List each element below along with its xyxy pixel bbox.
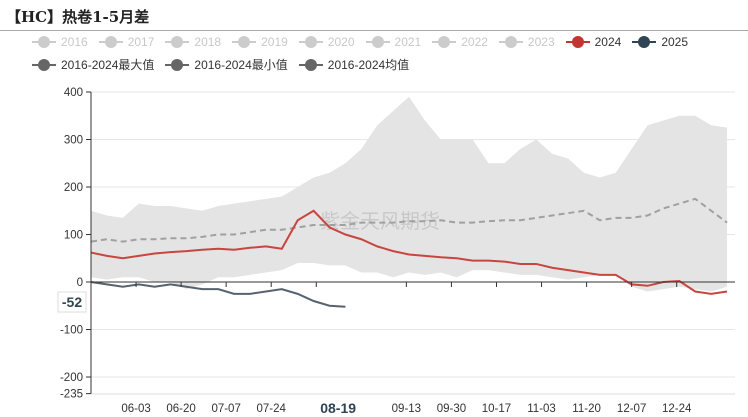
legend-marker-icon bbox=[98, 36, 123, 48]
legend-label: 2018 bbox=[194, 35, 222, 49]
legend-label: 2022 bbox=[461, 35, 488, 49]
legend-marker-icon bbox=[298, 36, 323, 48]
legend-item-2023[interactable]: 2023 bbox=[498, 35, 555, 49]
legend-label: 2023 bbox=[527, 35, 555, 49]
legend-label: 2016-2024最小值 bbox=[194, 58, 288, 72]
x-tick-label: 09-30 bbox=[437, 403, 466, 415]
legend-label: 2016-2024均值 bbox=[327, 58, 410, 72]
series-line-2016-2024均值 bbox=[90, 197, 728, 243]
y-tick-label: 0 bbox=[77, 277, 83, 289]
legend-marker-icon bbox=[498, 36, 523, 48]
series-line-2025 bbox=[90, 281, 346, 308]
legend-label: 2016 bbox=[61, 35, 88, 49]
x-tick-label: 06-20 bbox=[166, 403, 195, 415]
legend-marker-icon bbox=[632, 36, 657, 48]
legend-marker-icon bbox=[32, 58, 56, 71]
title-divider bbox=[0, 30, 748, 31]
x-tick-label: 11-20 bbox=[572, 403, 601, 415]
x-tick-label: 12-07 bbox=[617, 403, 646, 415]
crosshair-x-label: 08-19 bbox=[320, 400, 356, 416]
legend-item-2016-2024均值[interactable]: 2016-2024均值 bbox=[298, 56, 410, 73]
legend-marker-icon bbox=[298, 58, 323, 71]
x-tick-label: 06-03 bbox=[121, 403, 150, 415]
legend-marker-icon bbox=[565, 36, 590, 48]
y-tick-label: 400 bbox=[64, 87, 83, 99]
legend-item-2017[interactable]: 2017 bbox=[98, 35, 155, 49]
legend-item-2019[interactable]: 2019 bbox=[232, 35, 288, 49]
legend-label: 2019 bbox=[261, 35, 288, 49]
legend-item-2018[interactable]: 2018 bbox=[165, 35, 221, 49]
y-tick-label: 300 bbox=[64, 135, 83, 147]
legend-label: 2024 bbox=[594, 35, 622, 49]
x-tick-label: 12-24 bbox=[662, 403, 692, 415]
legend-row-2: 2016-2024最大值 2016-2024最小值 2016-2024均值 bbox=[32, 56, 420, 73]
legend-label: 2025 bbox=[661, 35, 689, 49]
crosshair-x-label-bg bbox=[318, 398, 363, 417]
legend-marker-icon bbox=[165, 36, 190, 48]
y-tick-label: -200 bbox=[60, 372, 83, 384]
x-tick-label: 07-24 bbox=[257, 403, 287, 415]
legend-label: 2021 bbox=[394, 35, 422, 49]
legend-item-2025[interactable]: 2025 bbox=[632, 35, 688, 49]
legend-label: 2016-2024最大值 bbox=[61, 58, 155, 72]
legend-item-2022[interactable]: 2022 bbox=[432, 35, 488, 49]
legend-item-2016-2024最小值[interactable]: 2016-2024最小值 bbox=[165, 56, 288, 73]
legend-item-2016-2024最大值[interactable]: 2016-2024最大值 bbox=[32, 56, 154, 73]
x-tick-label: 09-13 bbox=[392, 403, 421, 415]
legend-marker-icon bbox=[32, 36, 56, 48]
y-tick-label: -235 bbox=[60, 389, 83, 401]
legend-item-2016[interactable]: 2016 bbox=[32, 35, 88, 49]
y-tick-label: 100 bbox=[64, 230, 83, 242]
watermark: 紫金天风期货 bbox=[320, 210, 440, 233]
legend-row-1: 2016 2017 2018 2019 2020 2021 2022 2023 2024 2025 bbox=[32, 35, 699, 49]
y-tick-label: 200 bbox=[64, 182, 83, 194]
y-tick-label: -100 bbox=[60, 325, 83, 337]
crosshair-y-label-bg bbox=[57, 291, 87, 313]
legend-marker-icon bbox=[432, 36, 457, 48]
legend-marker-icon bbox=[165, 58, 190, 71]
legend-item-2021[interactable]: 2021 bbox=[365, 35, 422, 49]
chart-title: 【HC】热卷1-5月差 bbox=[6, 8, 150, 26]
legend-item-2020[interactable]: 2020 bbox=[298, 35, 355, 49]
x-tick-label: 07-07 bbox=[211, 403, 240, 415]
legend-marker-icon bbox=[365, 36, 390, 48]
legend-label: 2020 bbox=[327, 35, 355, 49]
x-tick-label: 10-17 bbox=[482, 403, 511, 415]
range-band-area bbox=[91, 96, 728, 292]
x-tick-label: 11-03 bbox=[527, 403, 556, 415]
legend-marker-icon bbox=[232, 36, 257, 48]
legend-label: 2017 bbox=[127, 35, 155, 49]
crosshair-y-label: -52 bbox=[62, 294, 82, 310]
legend-item-2024[interactable]: 2024 bbox=[565, 35, 622, 49]
